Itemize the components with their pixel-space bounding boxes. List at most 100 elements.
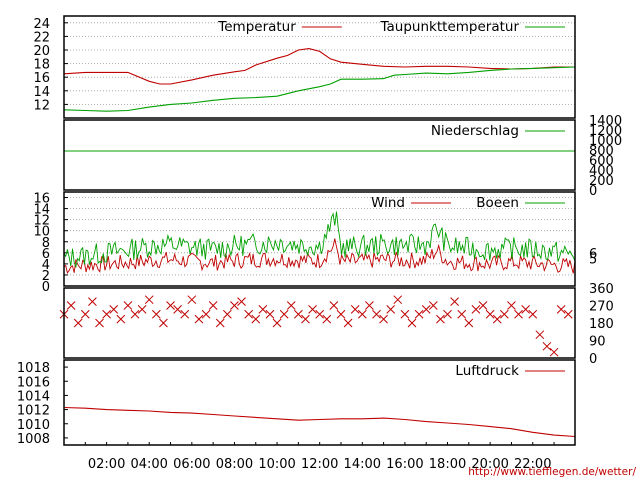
wind-direction-point — [258, 305, 268, 314]
wind-direction-point — [492, 314, 502, 324]
wind-direction-point — [393, 295, 403, 305]
x-tick-label: 10:00 — [258, 457, 295, 472]
wind-direction-point — [308, 305, 317, 314]
wind-direction-point — [151, 309, 161, 319]
wind-direction-point — [294, 309, 303, 319]
wind-direction-point — [372, 309, 381, 319]
wind-direction-point — [329, 301, 339, 310]
legend-label-taupunkttemperatur: Taupunkttemperatur — [380, 19, 520, 35]
x-tick-label: 22:00 — [514, 457, 551, 472]
y-tick-label-right: 0 — [589, 352, 597, 367]
y-tick-label-right: 270 — [589, 300, 614, 315]
y-tick-label: 1016 — [17, 375, 50, 390]
y-tick-label: 1012 — [17, 404, 50, 419]
wind-direction-point — [66, 301, 76, 310]
y-tick-label: 1008 — [17, 432, 50, 447]
wind-direction-point — [400, 309, 410, 319]
wind-direction-point — [80, 309, 90, 319]
y-tick-label: 16 — [33, 71, 50, 86]
wind-direction-point — [95, 318, 104, 328]
y-tick-label-right: 200 — [589, 174, 614, 189]
y-tick-label-right: 800 — [589, 144, 614, 159]
y-tick-label-right: 400 — [589, 164, 614, 179]
wind-direction-point — [187, 295, 197, 305]
wind-direction-point — [215, 318, 225, 328]
panel-frame-temperature — [63, 15, 576, 119]
wind-direction-point — [464, 318, 474, 328]
legend-label-temperatur: Temperatur — [217, 19, 296, 35]
legend-label-luftdruck: Luftdruck — [455, 363, 519, 379]
wind-direction-point — [272, 318, 282, 328]
y-tick-label-right: 6 — [589, 247, 597, 262]
x-tick-label: 16:00 — [386, 457, 423, 472]
y-tick-label-right: 180 — [589, 317, 614, 332]
wind-direction-point — [301, 314, 310, 324]
legend-label-niederschlag: Niederschlag — [431, 123, 519, 139]
wind-direction-point — [137, 305, 147, 314]
wind-direction-point — [436, 314, 445, 324]
wind-direction-point — [542, 341, 552, 351]
wind-direction-point — [208, 301, 218, 310]
y-tick-label: 12 — [33, 98, 50, 113]
wind-direction-point — [144, 295, 154, 305]
series-line-temperatur — [63, 48, 575, 85]
wind-direction-point — [244, 309, 254, 319]
y-tick-label-right: 0 — [589, 184, 597, 199]
y-tick-label-right: 90 — [589, 335, 606, 350]
x-tick-label: 20:00 — [471, 457, 508, 472]
wind-direction-point — [180, 309, 190, 319]
wind-direction-point — [201, 309, 211, 319]
y-tick-label: 8 — [42, 236, 50, 251]
y-tick-label-right: 1400 — [589, 114, 622, 129]
x-tick-label: 18:00 — [429, 457, 466, 472]
y-tick-label: 18 — [33, 58, 50, 73]
wind-direction-point — [88, 297, 97, 306]
y-tick-label: 1018 — [17, 361, 50, 376]
wind-direction-point — [514, 309, 523, 319]
series-line-boeen — [63, 211, 576, 269]
wind-direction-point — [159, 318, 168, 328]
y-tick-label: 0 — [42, 280, 50, 295]
legend-label-boeen: Boeen — [476, 195, 519, 211]
panel-frame-wind-direction — [63, 287, 576, 359]
legend-label-wind: Wind — [371, 195, 405, 211]
wind-direction-point — [343, 318, 353, 328]
wind-direction-point — [386, 305, 396, 314]
x-tick-label: 12:00 — [301, 457, 338, 472]
wind-direction-point — [507, 301, 516, 310]
panel-frame-wind — [63, 191, 576, 287]
y-tick-label: 14 — [33, 203, 50, 218]
y-tick-label: 1010 — [17, 418, 50, 433]
x-tick-label: 08:00 — [216, 457, 253, 472]
wind-direction-point — [471, 305, 481, 314]
wind-direction-point — [279, 309, 289, 319]
y-tick-label: 24 — [33, 17, 50, 32]
y-tick-label-right: 1200 — [589, 124, 622, 139]
y-tick-label: 20 — [33, 44, 50, 59]
x-tick-label: 04:00 — [130, 457, 167, 472]
wind-direction-point — [414, 309, 424, 319]
wind-direction-point — [365, 301, 374, 310]
series-line-taupunkttemperatur — [63, 66, 576, 112]
y-tick-label: 4 — [42, 258, 50, 273]
wind-direction-point — [379, 314, 388, 324]
wind-direction-point — [549, 347, 559, 357]
wind-direction-point — [528, 309, 538, 319]
wind-direction-point — [457, 309, 467, 319]
wind-direction-point — [194, 314, 204, 324]
y-tick-label: 2 — [42, 269, 50, 284]
wind-direction-point — [251, 314, 261, 324]
wind-direction-point — [407, 318, 417, 328]
wind-direction-point — [73, 318, 83, 328]
wind-direction-point — [357, 309, 367, 319]
y-tick-label-right: 360 — [589, 282, 614, 297]
y-tick-label: 6 — [42, 247, 50, 262]
wind-direction-point — [173, 305, 182, 314]
y-tick-label-right: 5 — [589, 252, 597, 267]
x-tick-label: 06:00 — [173, 457, 210, 472]
y-tick-label: 14 — [33, 85, 50, 100]
wind-direction-point — [499, 309, 509, 319]
wind-direction-point — [286, 301, 296, 310]
y-tick-label: 22 — [33, 30, 50, 45]
